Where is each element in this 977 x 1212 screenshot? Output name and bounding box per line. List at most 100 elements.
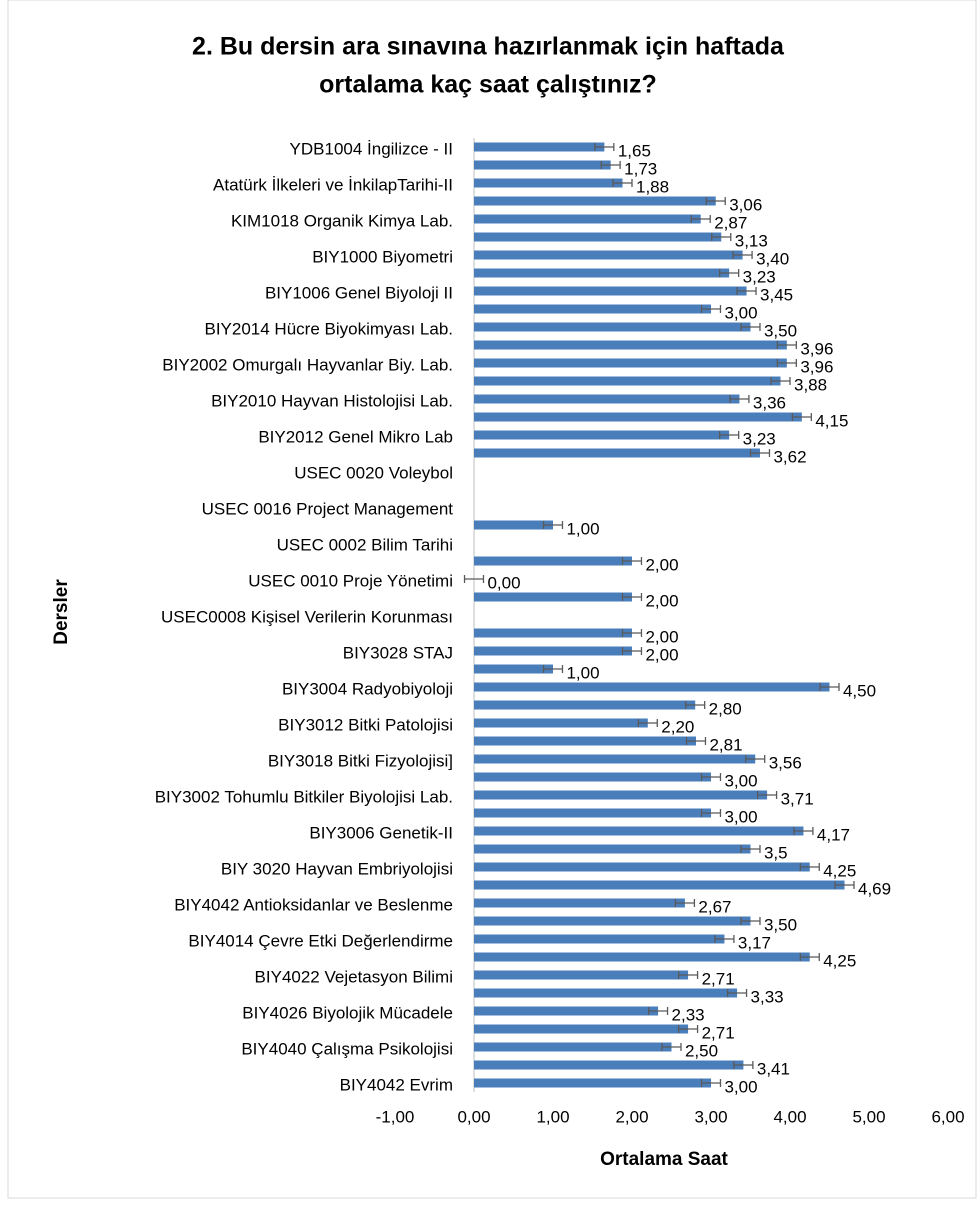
bar [474, 160, 611, 170]
bar [474, 1006, 659, 1016]
bar [474, 394, 740, 404]
bar [474, 916, 751, 926]
x-axis-title: Ortalama Saat [600, 1149, 728, 1170]
value-label: 2,50 [685, 1041, 718, 1060]
bar [474, 250, 743, 260]
value-label: 4,25 [823, 951, 856, 970]
bar [474, 178, 623, 188]
value-label: 2,80 [709, 699, 742, 718]
bar [474, 664, 553, 674]
value-label: 2,20 [661, 717, 694, 736]
value-label: 3,50 [764, 915, 797, 934]
value-label: 2,87 [714, 213, 747, 232]
y-tick-label: YDB1004 İngilizce - II [290, 139, 453, 158]
y-tick-label: BIY2014 Hücre Biyokimyası Lab. [204, 319, 453, 338]
bar [474, 790, 768, 800]
y-tick-label: USEC 0016 Project Management [202, 499, 454, 518]
value-label: 1,73 [624, 159, 657, 178]
value-label: 3,00 [724, 1077, 757, 1096]
y-tick-label: BIY3012 Bitki Patolojisi [278, 715, 453, 734]
x-tick-label: -1,00 [376, 1107, 415, 1126]
value-label: 0,00 [487, 573, 520, 592]
value-label: 3,33 [751, 987, 784, 1006]
bar [474, 196, 716, 206]
y-axis-title: Dersler [51, 579, 72, 645]
value-label: 3,96 [800, 357, 833, 376]
bar [474, 862, 810, 872]
value-label: 4,69 [858, 879, 891, 898]
value-label: 2,00 [645, 627, 678, 646]
bar [474, 592, 632, 602]
bar [474, 520, 553, 530]
bar [474, 340, 787, 350]
bar [474, 826, 804, 836]
bar [474, 322, 751, 332]
y-tick-label: BIY4014 Çevre Etki Değerlendirme [188, 931, 453, 950]
bar [474, 412, 802, 422]
value-label: 1,65 [618, 141, 651, 160]
bar [474, 286, 747, 296]
bar [474, 214, 701, 224]
value-label: 3,17 [738, 933, 771, 952]
value-label: 3,23 [743, 429, 776, 448]
value-label: 3,23 [743, 267, 776, 286]
bar [474, 898, 685, 908]
y-tick-label: Atatürk İlkeleri ve İnkilapTarihi-II [213, 175, 453, 194]
value-label: 2,00 [645, 645, 678, 664]
x-tick-label: 5,00 [852, 1107, 885, 1126]
bar [474, 628, 632, 638]
x-tick-label: 3,00 [694, 1107, 727, 1126]
value-label: 4,50 [843, 681, 876, 700]
value-label: 3,13 [735, 231, 768, 250]
y-tick-label: USEC0008 Kişisel Verilerin Korunması [161, 607, 453, 626]
bar [474, 646, 632, 656]
x-tick-label: 4,00 [773, 1107, 806, 1126]
y-tick-label: BIY3002 Tohumlu Bitkiler Biyolojisi Lab. [155, 787, 453, 806]
bar [474, 952, 810, 962]
y-tick-label: BIY4040 Çalışma Psikolojisi [241, 1039, 453, 1058]
x-tick-label: 1,00 [536, 1107, 569, 1126]
value-label: 3,88 [794, 375, 827, 394]
value-label: 2,67 [698, 897, 731, 916]
value-label: 2,81 [709, 735, 742, 754]
y-tick-label: BIY3028 STAJ [343, 643, 453, 662]
value-label: 3,36 [753, 393, 786, 412]
value-label: 2,33 [672, 1005, 705, 1024]
value-label: 3,56 [769, 753, 802, 772]
bar [474, 934, 725, 944]
y-tick-label: BIY4042 Antioksidanlar ve Beslenme [174, 895, 453, 914]
bar [474, 880, 845, 890]
value-label: 4,15 [815, 411, 848, 430]
bar [474, 700, 696, 710]
bar [474, 736, 696, 746]
value-label: 1,88 [636, 177, 669, 196]
y-tick-label: BIY 3020 Hayvan Embriyolojisi [221, 859, 453, 878]
value-label: 2,71 [702, 1023, 735, 1042]
chart-title: 2. Bu dersin ara sınavına hazırlanmak iç… [192, 33, 785, 61]
bar [474, 142, 605, 152]
value-label: 3,00 [724, 771, 757, 790]
value-label: 4,17 [817, 825, 850, 844]
value-label: 3,06 [729, 195, 762, 214]
y-tick-label: BIY2012 Genel Mikro Lab [258, 427, 453, 446]
value-label: 3,40 [756, 249, 789, 268]
bar [474, 772, 711, 782]
y-tick-label: BIY4026 Biyolojik Mücadele [242, 1003, 453, 1022]
value-label: 2,00 [645, 591, 678, 610]
bar [474, 376, 781, 386]
bar [474, 970, 689, 980]
y-tick-label: USEC 0002 Bilim Tarihi [277, 535, 453, 554]
value-label: 3,50 [764, 321, 797, 340]
value-label: 3,00 [724, 303, 757, 322]
x-tick-label: 0,00 [457, 1107, 490, 1126]
y-tick-label: BIY3004 Radyobiyoloji [282, 679, 453, 698]
bar [474, 682, 830, 692]
value-label: 3,96 [800, 339, 833, 358]
value-label: 2,00 [645, 555, 678, 574]
y-tick-label: BIY1006 Genel Biyoloji II [265, 283, 453, 302]
bar [474, 430, 730, 440]
y-tick-label: BIY2002 Omurgalı Hayvanlar Biy. Lab. [162, 355, 453, 374]
y-tick-label: BIY3006 Genetik-II [309, 823, 453, 842]
y-tick-label: USEC 0020 Voleybol [294, 463, 453, 482]
value-label: 3,41 [757, 1059, 790, 1078]
